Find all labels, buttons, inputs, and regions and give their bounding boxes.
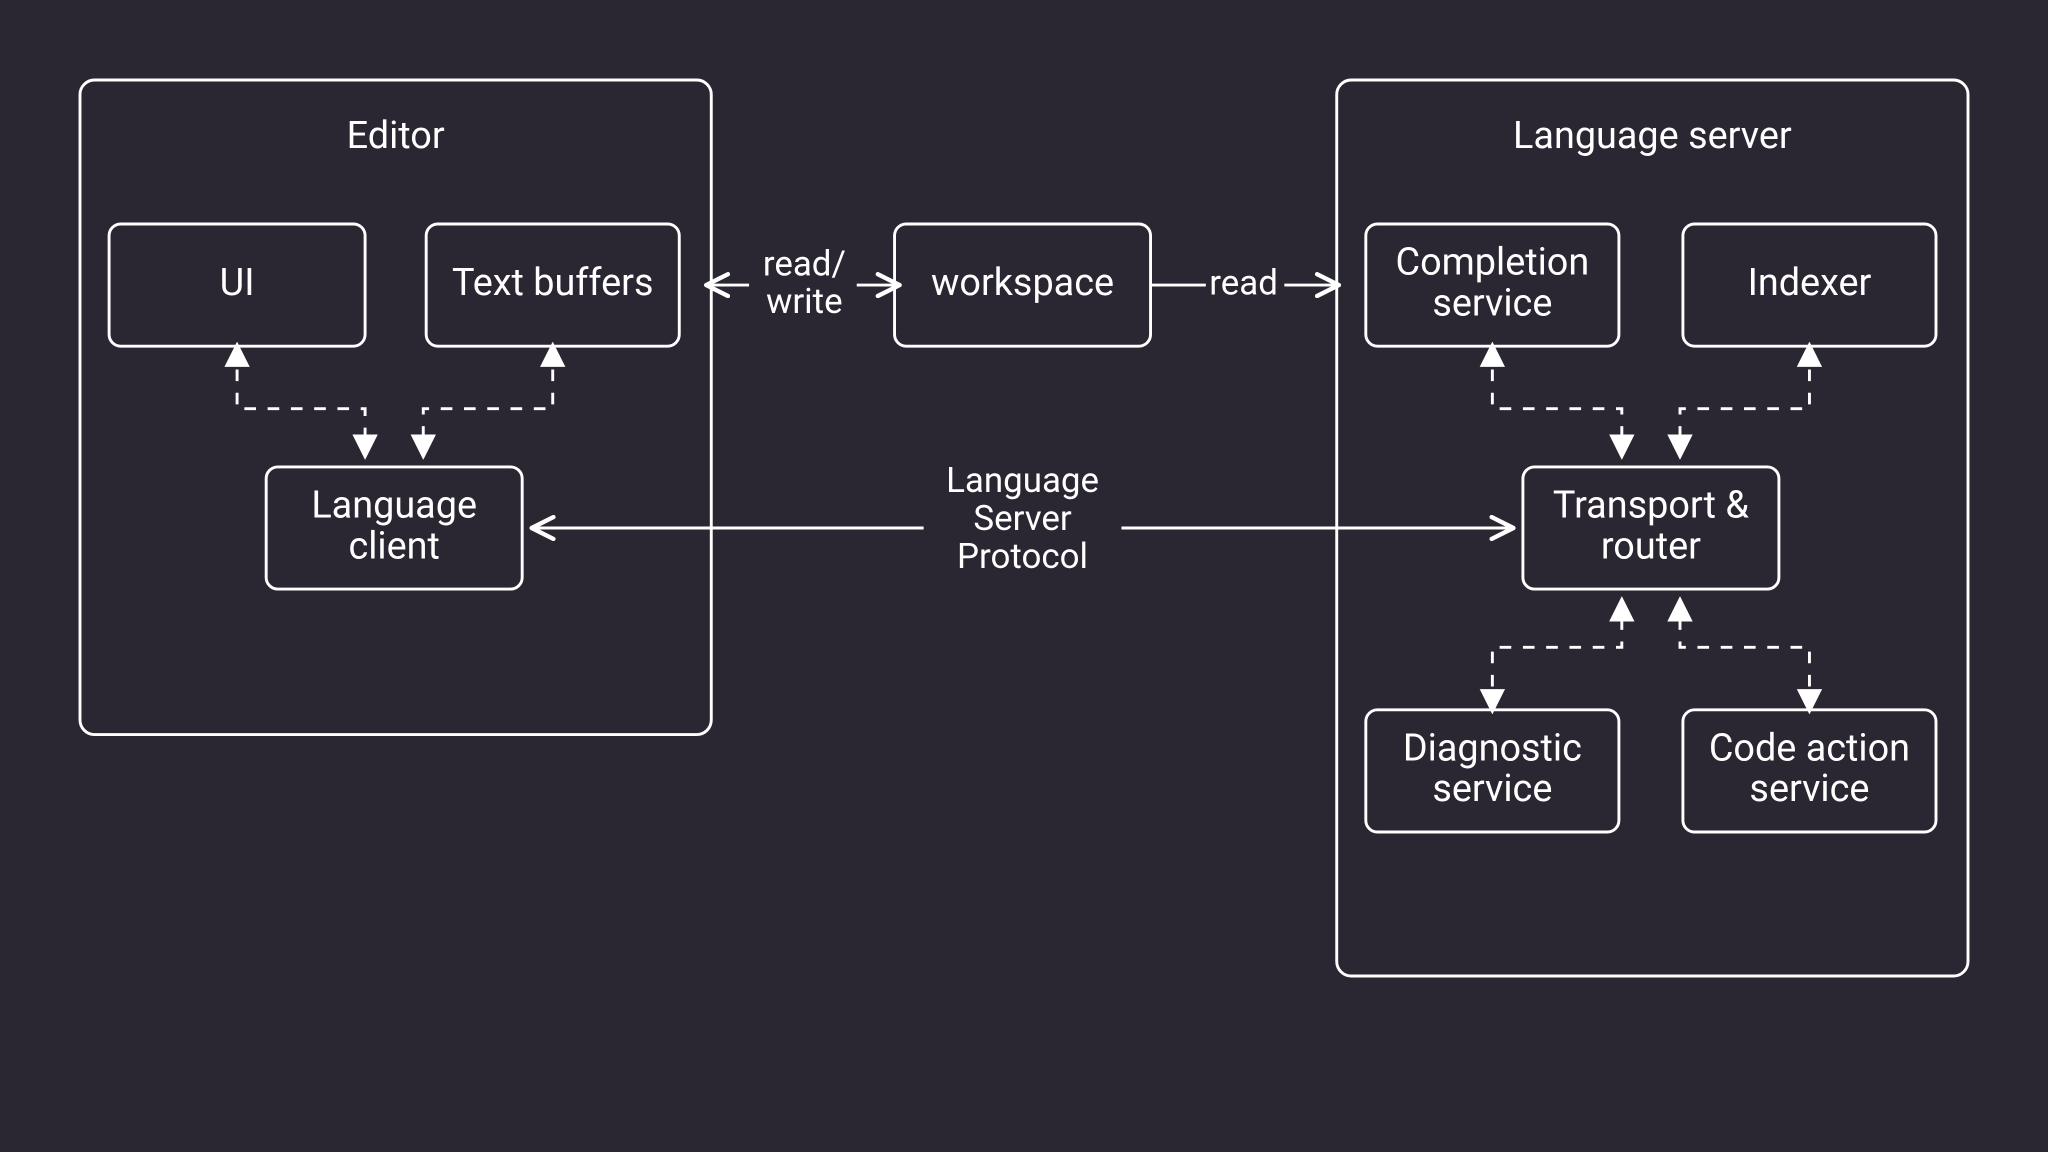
svg-text:read/: read/ — [763, 243, 846, 284]
container-title-editor: Editor — [347, 114, 445, 158]
svg-text:workspace: workspace — [931, 261, 1114, 305]
edge-dashed-5 — [1680, 601, 1809, 710]
container-editor — [80, 80, 711, 735]
node-label-completion: Completionservice — [1395, 241, 1589, 326]
svg-text:service: service — [1432, 281, 1552, 325]
svg-text:Transport &: Transport & — [1553, 484, 1749, 528]
node-label-langclient: Languageclient — [311, 484, 477, 569]
edge-label-0: read/write — [763, 243, 846, 322]
container-title-langserver: Language server — [1513, 114, 1792, 158]
node-label-ui: UI — [220, 261, 255, 305]
svg-text:router: router — [1601, 524, 1701, 568]
edge-dashed-4 — [1492, 601, 1621, 710]
node-label-workspace: workspace — [931, 261, 1114, 305]
svg-text:service: service — [1749, 767, 1869, 811]
edge-dashed-1 — [423, 346, 552, 455]
svg-text:Protocol: Protocol — [957, 536, 1088, 577]
svg-text:Server: Server — [973, 498, 1072, 539]
node-label-diagnostic: Diagnosticservice — [1403, 727, 1582, 812]
svg-text:UI: UI — [220, 261, 255, 305]
svg-text:write: write — [766, 281, 842, 322]
edge-dashed-2 — [1492, 346, 1621, 455]
svg-text:Completion: Completion — [1395, 241, 1589, 285]
node-label-transport: Transport &router — [1553, 484, 1749, 569]
svg-text:Language: Language — [311, 484, 477, 528]
edge-label-2: LanguageServerProtocol — [946, 460, 1099, 577]
svg-text:Code action: Code action — [1709, 727, 1910, 771]
svg-text:service: service — [1432, 767, 1552, 811]
node-label-codeaction: Code actionservice — [1709, 727, 1910, 812]
node-label-textbuffers: Text buffers — [452, 261, 654, 305]
edge-dashed-3 — [1680, 346, 1809, 455]
svg-text:Language: Language — [946, 460, 1099, 501]
svg-text:client: client — [348, 524, 439, 568]
svg-text:read: read — [1209, 262, 1278, 303]
svg-text:Diagnostic: Diagnostic — [1403, 727, 1582, 771]
node-label-indexer: Indexer — [1748, 261, 1872, 305]
architecture-diagram: Editor Language server UI Text buffers Langu… — [0, 0, 2048, 1152]
edge-dashed-0 — [237, 346, 365, 455]
svg-text:Indexer: Indexer — [1748, 261, 1872, 305]
edge-label-1: read — [1209, 262, 1278, 303]
svg-text:Text buffers: Text buffers — [452, 261, 654, 305]
